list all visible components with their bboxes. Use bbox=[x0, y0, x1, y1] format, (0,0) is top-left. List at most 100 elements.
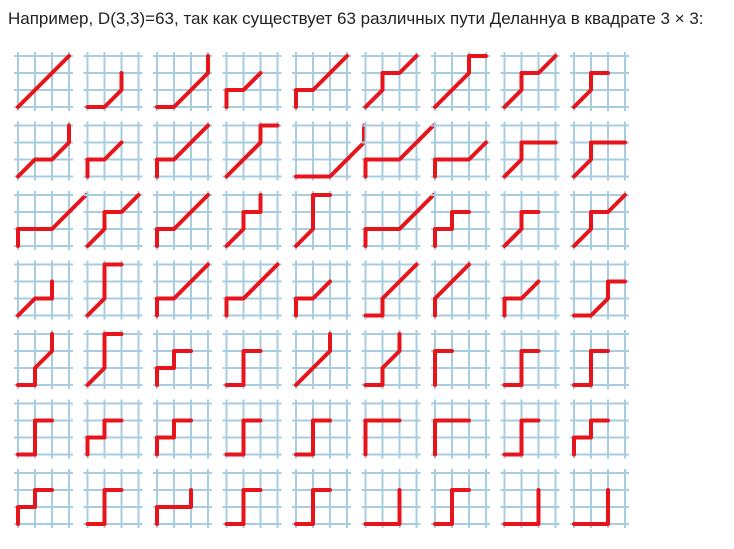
delannoy-path-diagram bbox=[431, 469, 490, 528]
delannoy-path-diagram bbox=[292, 260, 351, 320]
delannoy-path-diagram bbox=[361, 330, 421, 389]
delannoy-path-diagram bbox=[14, 260, 73, 320]
delannoy-path-diagram bbox=[222, 191, 282, 250]
delannoy-path bbox=[433, 488, 471, 526]
delannoy-path bbox=[294, 488, 332, 526]
delannoy-path-diagram bbox=[500, 52, 560, 111]
delannoy-path bbox=[433, 210, 471, 248]
delannoy-path-diagram bbox=[431, 121, 490, 181]
delannoy-path-diagram bbox=[14, 399, 73, 459]
delannoy-path bbox=[85, 332, 124, 387]
delannoy-path bbox=[572, 140, 627, 179]
delannoy-path-diagram bbox=[500, 469, 560, 528]
delannoy-path-diagram bbox=[83, 121, 143, 181]
delannoy-path bbox=[224, 418, 263, 457]
delannoy-path-diagram bbox=[361, 260, 421, 320]
delannoy-path-diagram bbox=[570, 399, 629, 459]
delannoy-path-diagram bbox=[153, 191, 212, 250]
delannoy-path-diagram bbox=[292, 330, 351, 389]
delannoy-path bbox=[85, 71, 124, 109]
delannoy-path-diagram bbox=[431, 191, 490, 250]
delannoy-path bbox=[85, 193, 141, 248]
delannoy-path bbox=[572, 279, 627, 318]
delannoy-path bbox=[294, 54, 349, 109]
delannoy-path-diagram bbox=[83, 52, 143, 111]
delannoy-path-diagram bbox=[222, 260, 282, 320]
delannoy-path bbox=[572, 488, 610, 526]
delannoy-path-diagram bbox=[14, 469, 73, 528]
delannoy-path bbox=[502, 349, 541, 387]
delannoy-path bbox=[85, 488, 124, 526]
delannoy-path bbox=[433, 349, 454, 387]
delannoy-path-diagram bbox=[431, 399, 490, 459]
delannoy-path-diagram bbox=[500, 191, 560, 250]
delannoy-path bbox=[294, 332, 332, 387]
delannoy-path bbox=[363, 418, 402, 457]
delannoy-path-diagram bbox=[500, 260, 560, 320]
delannoy-path bbox=[363, 488, 402, 526]
delannoy-path bbox=[294, 279, 332, 318]
delannoy-path bbox=[572, 193, 627, 248]
delannoy-path bbox=[502, 279, 541, 318]
delannoy-path-diagram bbox=[500, 121, 560, 181]
delannoy-path bbox=[502, 140, 558, 179]
delannoy-path-diagram bbox=[500, 399, 560, 459]
delannoy-path bbox=[502, 54, 558, 109]
delannoy-path bbox=[433, 262, 471, 318]
delannoy-path bbox=[502, 418, 541, 457]
delannoy-path-diagram bbox=[292, 469, 351, 528]
delannoy-path-diagram bbox=[83, 330, 143, 389]
delannoy-path-diagram bbox=[222, 469, 282, 528]
delannoy-path-diagram bbox=[153, 469, 212, 528]
delannoy-path-diagram bbox=[361, 121, 436, 181]
delannoy-path-diagram bbox=[292, 121, 366, 181]
delannoy-path-diagram bbox=[292, 52, 351, 111]
delannoy-path bbox=[16, 332, 54, 387]
delannoy-path bbox=[16, 54, 71, 109]
delannoy-path bbox=[85, 140, 124, 179]
delannoy-path bbox=[433, 140, 488, 179]
delannoy-path bbox=[224, 71, 263, 109]
delannoy-path-diagram bbox=[83, 191, 143, 250]
delannoy-path-diagram bbox=[83, 469, 143, 528]
delannoy-path bbox=[85, 262, 124, 318]
delannoy-path bbox=[155, 54, 210, 109]
delannoy-path-diagram bbox=[14, 191, 88, 250]
delannoy-path-diagram bbox=[570, 469, 629, 528]
delannoy-path bbox=[155, 418, 193, 457]
delannoy-path-diagram bbox=[153, 260, 212, 320]
delannoy-path bbox=[224, 488, 263, 526]
delannoy-path-diagram bbox=[222, 399, 282, 459]
delannoy-path bbox=[155, 349, 193, 387]
delannoy-path bbox=[433, 418, 471, 457]
delannoy-path bbox=[502, 210, 541, 248]
delannoy-path bbox=[16, 418, 54, 457]
delannoy-path-diagram bbox=[292, 399, 351, 459]
delannoy-path-diagram bbox=[292, 191, 351, 250]
delannoy-path bbox=[572, 349, 610, 387]
delannoy-path-diagram bbox=[570, 121, 629, 181]
delannoy-path-diagram bbox=[570, 52, 629, 111]
delannoy-path-diagram bbox=[222, 330, 282, 389]
delannoy-path-diagram bbox=[153, 52, 212, 111]
delannoy-path bbox=[363, 262, 419, 318]
delannoy-path-diagram bbox=[83, 260, 143, 320]
delannoy-path-diagram bbox=[500, 330, 560, 389]
delannoy-path-diagram bbox=[361, 191, 436, 250]
delannoy-path-diagram bbox=[431, 330, 490, 389]
delannoy-path bbox=[224, 262, 280, 318]
delannoy-path bbox=[572, 71, 610, 109]
delannoy-path bbox=[294, 418, 332, 457]
delannoy-path-diagram bbox=[14, 121, 73, 181]
delannoy-path-diagram bbox=[222, 121, 282, 181]
delannoy-path-diagram bbox=[570, 191, 629, 250]
delannoy-path-diagram bbox=[570, 260, 629, 320]
delannoy-path bbox=[16, 279, 54, 318]
delannoy-path-diagram bbox=[222, 52, 282, 111]
delannoy-path-diagram bbox=[153, 399, 212, 459]
delannoy-path-diagram bbox=[431, 52, 490, 111]
delannoy-path-diagram bbox=[153, 330, 212, 389]
caption-text: Например, D(3,3)=63, так как существует … bbox=[8, 9, 704, 28]
delannoy-path bbox=[85, 418, 124, 457]
